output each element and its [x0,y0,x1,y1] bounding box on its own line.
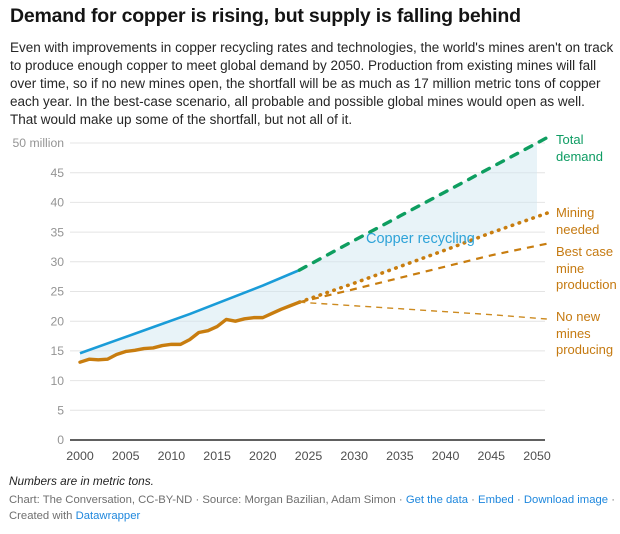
svg-text:2045: 2045 [478,449,506,463]
chart-credit: Chart: The Conversation, CC-BY-ND · Sour… [9,494,403,506]
svg-text:2030: 2030 [340,449,368,463]
svg-text:0: 0 [57,433,64,447]
chart-area: 0 5 10 15 20 25 30 35 40 45 50 million 2000 2005 2010… [0,133,620,473]
svg-text:35: 35 [50,225,64,239]
series-label-total-demand: Total demand [556,132,603,164]
created-with-text: Created with [9,510,73,522]
svg-text:2010: 2010 [158,449,186,463]
separator: · [516,494,521,506]
series-label-best-case: Best case mine production [556,244,617,292]
series-label-no-new-mines: No new mines producing [556,309,614,357]
svg-text:2040: 2040 [432,449,460,463]
svg-text:45: 45 [50,166,64,180]
svg-text:2035: 2035 [386,449,414,463]
svg-text:2015: 2015 [203,449,231,463]
unit-note: Numbers are in metric tons. [9,474,154,488]
svg-text:20: 20 [50,314,64,328]
annotation-copper-recycling: Copper recycling [366,231,475,247]
separator: · [471,494,475,506]
svg-text:2025: 2025 [295,449,323,463]
link-download-image[interactable]: Download image [523,494,609,506]
svg-text:40: 40 [50,196,64,210]
svg-text:30: 30 [50,255,64,269]
svg-text:5: 5 [57,404,64,418]
svg-text:25: 25 [50,285,64,299]
link-datawrapper[interactable]: Datawrapper [75,510,141,522]
svg-text:2005: 2005 [112,449,140,463]
chart-description: Even with improvements in copper recycli… [10,40,614,127]
chart-title: Demand for copper is rising, but supply … [10,5,521,27]
link-embed[interactable]: Embed [478,494,514,506]
svg-text:2000: 2000 [66,449,94,463]
svg-text:15: 15 [50,344,64,358]
svg-text:2020: 2020 [249,449,277,463]
svg-text:10: 10 [50,374,64,388]
separator: · [611,494,615,506]
series-label-mining-needed: Mining needed [556,205,600,237]
svg-text:50 million: 50 million [13,136,64,150]
link-get-the-data[interactable]: Get the data [405,494,468,506]
svg-text:2050: 2050 [523,449,551,463]
byline: Chart: The Conversation, CC-BY-ND · Sour… [9,492,615,524]
